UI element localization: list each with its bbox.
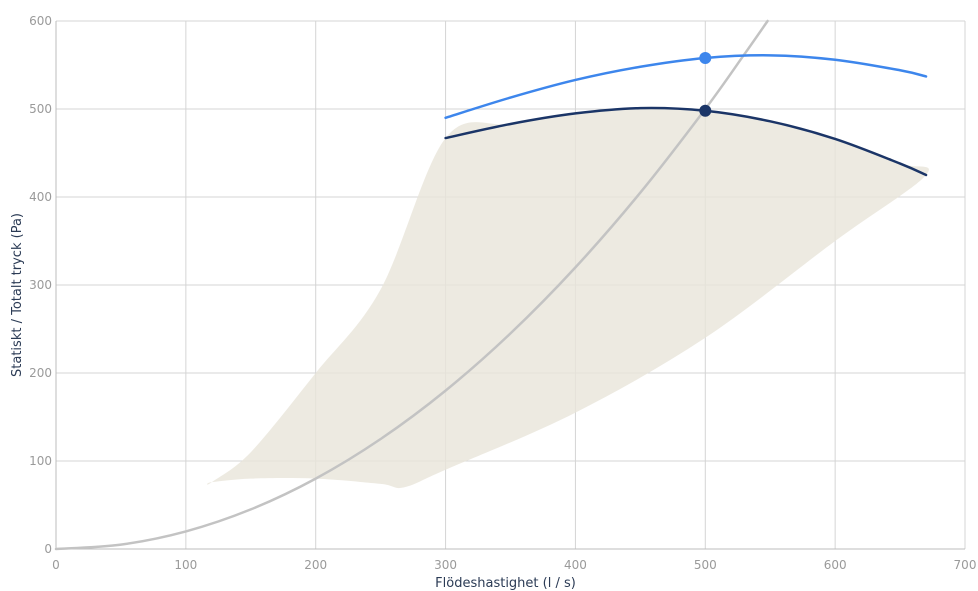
y-tick-label: 600 — [29, 14, 52, 28]
x-tick-label: 700 — [954, 558, 977, 572]
y-axis-title: Statiskt / Totalt tryck (Pa) — [10, 213, 25, 377]
x-tick-label: 300 — [434, 558, 457, 572]
marker-layer — [699, 51, 712, 117]
y-tick-label: 100 — [29, 454, 52, 468]
y-tick-label: 300 — [29, 278, 52, 292]
tick-labels: 0 100 200 300 400 500 600 700 0 100 200 300 400 500 60… — [29, 14, 976, 572]
grid — [55, 20, 966, 550]
x-tick-label: 0 — [52, 558, 60, 572]
x-tick-label: 100 — [174, 558, 197, 572]
x-tick-label: 200 — [304, 558, 327, 572]
static-pressure-marker — [699, 104, 712, 117]
y-tick-label: 0 — [44, 542, 52, 556]
total-pressure-marker — [699, 51, 712, 64]
x-tick-label: 500 — [694, 558, 717, 572]
x-axis-title: Flödeshastighet (l / s) — [435, 576, 576, 591]
x-tick-label: 400 — [564, 558, 587, 572]
y-tick-label: 400 — [29, 190, 52, 204]
operating-area — [206, 108, 929, 489]
operating-area-layer — [206, 108, 929, 489]
x-tick-label: 600 — [824, 558, 847, 572]
y-tick-label: 500 — [29, 102, 52, 116]
y-tick-label: 200 — [29, 366, 52, 380]
